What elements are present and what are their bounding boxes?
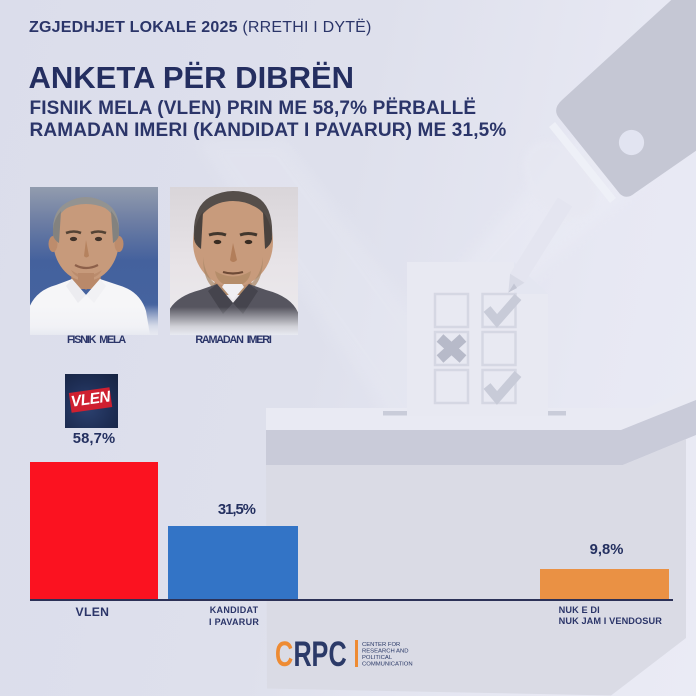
svg-text:POLITICAL: POLITICAL	[362, 655, 393, 661]
svg-text:P: P	[312, 635, 329, 674]
svg-text:RESEARCH AND: RESEARCH AND	[362, 649, 408, 655]
svg-text:R: R	[294, 635, 312, 674]
svg-text:CENTER FOR: CENTER FOR	[362, 642, 400, 648]
svg-text:C: C	[329, 635, 347, 674]
svg-text:COMMUNICATION: COMMUNICATION	[362, 662, 413, 668]
svg-text:C: C	[275, 635, 293, 674]
